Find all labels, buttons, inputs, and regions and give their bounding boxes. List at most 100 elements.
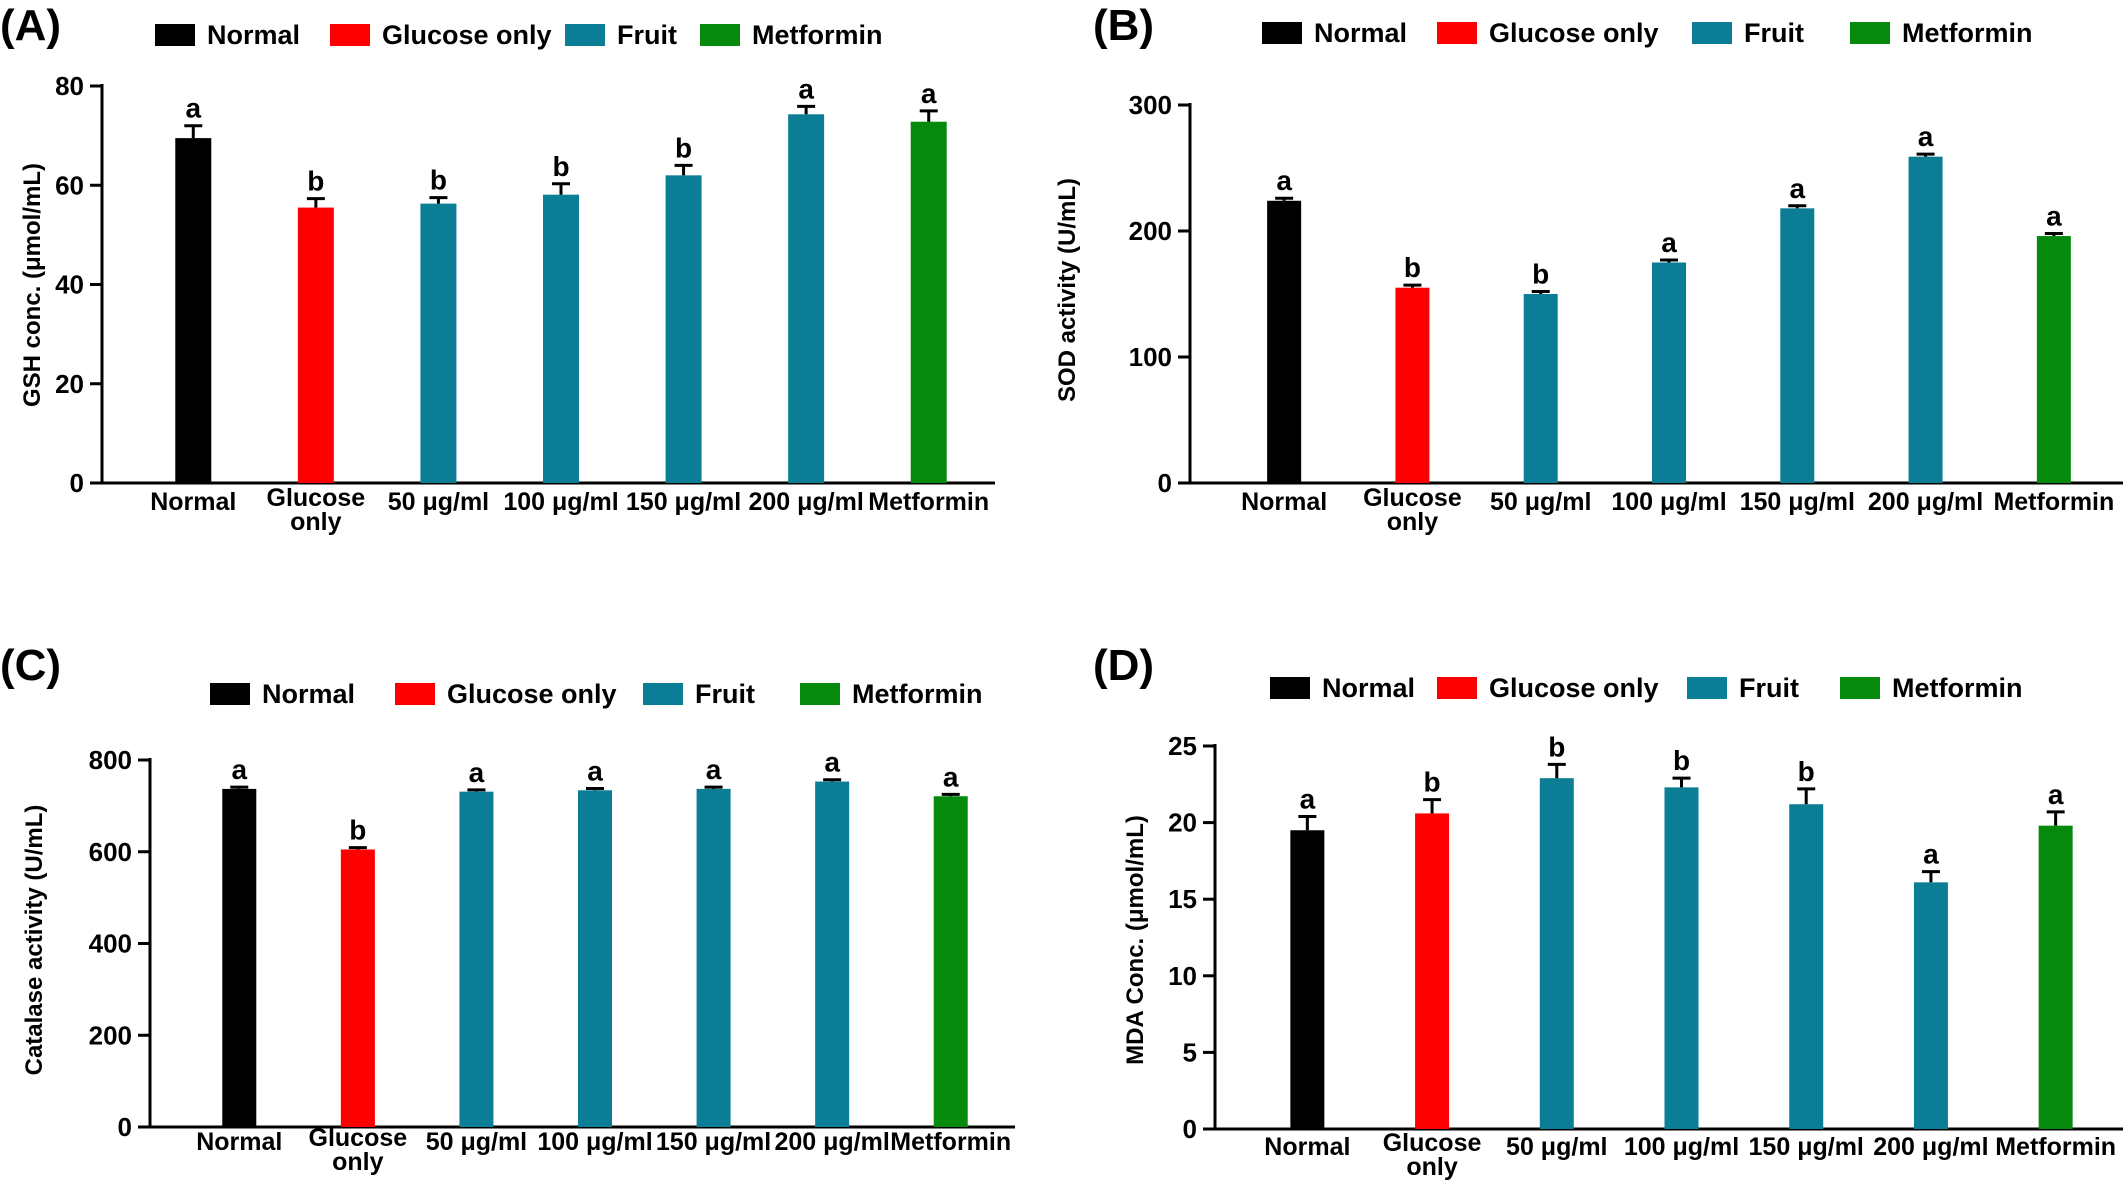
bar xyxy=(1789,804,1824,1129)
x-tick-label: 200 μg/ml xyxy=(1873,1133,1988,1161)
bar xyxy=(459,791,494,1127)
legend-label: Normal xyxy=(1314,18,1407,48)
x-tick-label: 100 μg/ml xyxy=(1624,1133,1739,1161)
legend-swatch xyxy=(1687,677,1727,699)
bar xyxy=(340,849,375,1127)
y-tick-label: 15 xyxy=(1168,884,1197,914)
legend-swatch xyxy=(700,24,740,46)
bar xyxy=(910,121,947,483)
bar xyxy=(1652,262,1686,483)
y-tick-label: 0 xyxy=(70,468,84,498)
legend-swatch xyxy=(1262,22,1302,44)
significance-label: a xyxy=(2046,201,2062,232)
significance-label: b xyxy=(1532,258,1549,289)
chart-panel-c: (C) Normal Glucose only Fruit Metformin 0 200 4… xyxy=(0,641,1015,1176)
y-tick-label: 10 xyxy=(1168,961,1197,991)
x-tick-label: only xyxy=(1406,1153,1457,1181)
bar xyxy=(2038,825,2073,1129)
x-tick-label: Glucose xyxy=(267,484,366,512)
significance-label: b xyxy=(552,151,569,182)
legend-swatch xyxy=(210,683,250,705)
bar xyxy=(578,790,612,1127)
x-tick-label: 150 μg/ml xyxy=(1740,488,1855,516)
panel-label: (D) xyxy=(1093,641,1154,690)
significance-label: a xyxy=(921,78,937,109)
y-tick-label: 5 xyxy=(1183,1037,1197,1067)
chart-panel-b: (B) Normal Glucose only Fruit Metformin 0 100 2… xyxy=(1054,1,2123,536)
y-tick-label: 20 xyxy=(1168,808,1197,838)
y-axis-label: SOD activity (U/mL) xyxy=(1054,178,1081,402)
legend-label: Glucose only xyxy=(1489,18,1659,48)
significance-label: a xyxy=(798,73,814,104)
x-tick-label: 200 μg/ml xyxy=(774,1128,889,1156)
bar xyxy=(1267,200,1302,483)
legend-label: Fruit xyxy=(695,679,755,709)
x-tick-label: only xyxy=(1387,508,1438,536)
legend-swatch xyxy=(1270,677,1310,699)
significance-label: a xyxy=(706,754,722,785)
x-tick-label: 50 μg/ml xyxy=(426,1128,527,1156)
bar xyxy=(788,114,825,483)
legend-label: Fruit xyxy=(1739,673,1799,703)
legend-label: Metformin xyxy=(1902,18,2033,48)
y-tick-label: 40 xyxy=(55,270,84,300)
x-tick-label: Glucose xyxy=(309,1124,408,1152)
bar xyxy=(665,175,702,483)
x-tick-label: only xyxy=(290,508,341,536)
bar xyxy=(815,781,850,1127)
significance-label: b xyxy=(1673,745,1690,776)
x-tick-label: Metformin xyxy=(1993,488,2114,516)
significance-label: b xyxy=(349,815,366,846)
x-tick-label: 150 μg/ml xyxy=(656,1128,771,1156)
x-tick-label: 50 μg/ml xyxy=(1506,1133,1607,1161)
x-tick-label: Metformin xyxy=(1995,1133,2116,1161)
significance-label: b xyxy=(1424,767,1441,798)
legend-label: Glucose only xyxy=(382,20,552,50)
significance-label: a xyxy=(824,747,840,778)
y-tick-label: 100 xyxy=(1129,342,1172,372)
y-tick-label: 600 xyxy=(89,837,132,867)
legend-label: Metformin xyxy=(752,20,883,50)
legend-swatch xyxy=(1437,677,1477,699)
bar xyxy=(1539,778,1574,1129)
x-tick-label: Normal xyxy=(1264,1133,1350,1161)
legend-label: Glucose only xyxy=(447,679,617,709)
y-tick-label: 0 xyxy=(1158,468,1172,498)
y-tick-label: 200 xyxy=(89,1020,132,1050)
legend-swatch xyxy=(330,24,370,46)
legend-label: Glucose only xyxy=(1489,673,1659,703)
bar xyxy=(2036,236,2071,483)
panel-label: (A) xyxy=(0,1,61,50)
x-tick-label: 200 μg/ml xyxy=(748,488,863,516)
legend-swatch xyxy=(155,24,195,46)
y-tick-label: 400 xyxy=(89,929,132,959)
y-tick-label: 0 xyxy=(1183,1114,1197,1144)
significance-label: b xyxy=(307,166,324,197)
bar xyxy=(1395,287,1430,483)
bar xyxy=(420,203,457,483)
legend-label: Normal xyxy=(262,679,355,709)
significance-label: a xyxy=(1276,165,1292,196)
x-tick-label: Normal xyxy=(196,1128,282,1156)
panel-label: (C) xyxy=(0,641,61,690)
bar xyxy=(297,207,334,484)
y-tick-label: 800 xyxy=(89,745,132,775)
bar xyxy=(175,138,212,483)
significance-label: b xyxy=(675,132,692,163)
x-tick-label: 50 μg/ml xyxy=(1490,488,1591,516)
legend-swatch xyxy=(1840,677,1880,699)
significance-label: b xyxy=(1548,731,1565,762)
legend-label: Metformin xyxy=(852,679,983,709)
bar xyxy=(1908,156,1943,483)
legend-label: Normal xyxy=(1322,673,1415,703)
significance-label: a xyxy=(1789,173,1805,204)
x-tick-label: Glucose xyxy=(1363,484,1462,512)
legend-label: Normal xyxy=(207,20,300,50)
panel-label: (B) xyxy=(1093,1,1154,50)
chart-panel-a: (A) Normal Glucose only Fruit Metformin 0 20 40… xyxy=(0,1,995,536)
x-tick-label: 50 μg/ml xyxy=(388,488,489,516)
x-tick-label: only xyxy=(332,1148,383,1176)
bar xyxy=(543,194,579,483)
legend-label: Fruit xyxy=(1744,18,1804,48)
legend-label: Metformin xyxy=(1892,673,2023,703)
